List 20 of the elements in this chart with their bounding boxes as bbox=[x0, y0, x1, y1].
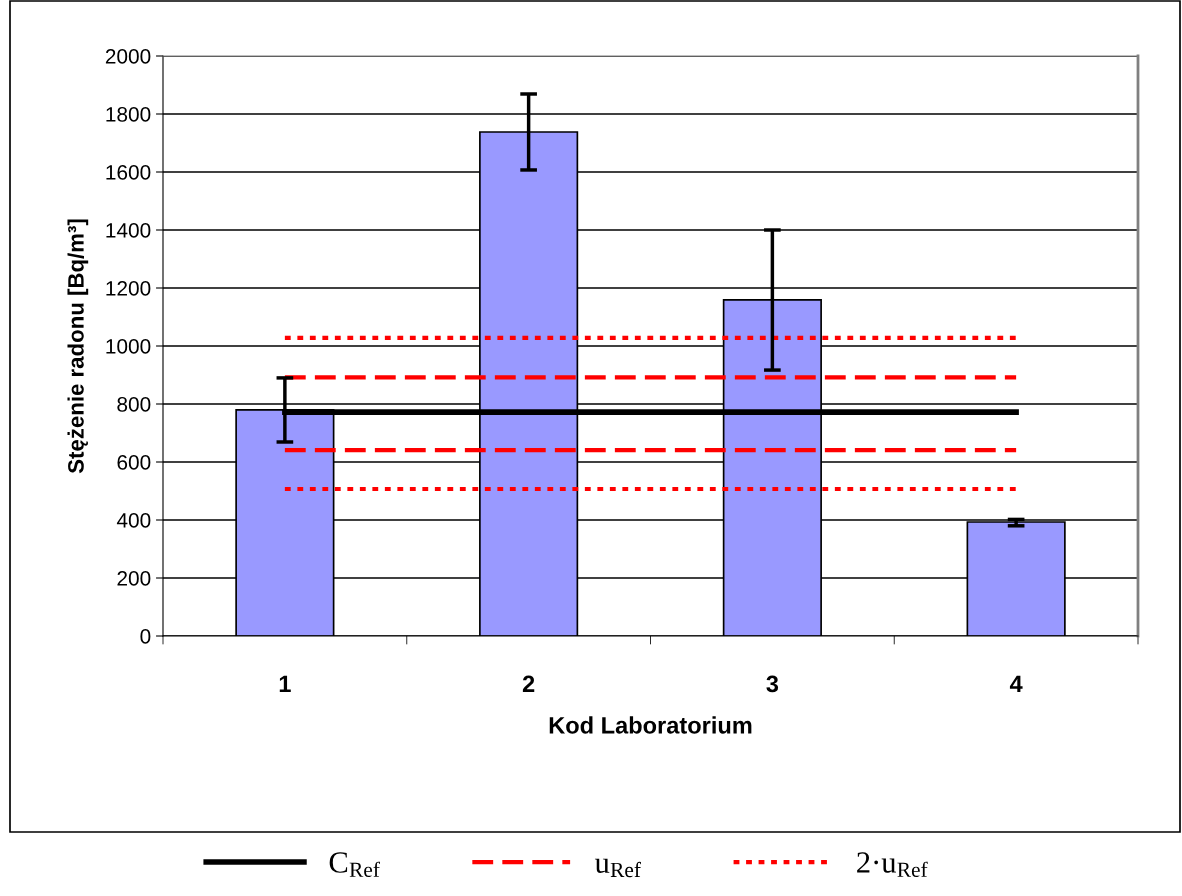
x-tick-label: 2 bbox=[522, 675, 535, 692]
y-axis-title: Stężenie radonu [Bq/m³] bbox=[67, 219, 89, 474]
x-tick-label: 3 bbox=[766, 675, 779, 693]
y-tick-label: 200 bbox=[117, 571, 151, 586]
y-tick-label: 0 bbox=[140, 629, 151, 644]
x-tick-label: 1 bbox=[279, 675, 291, 692]
y-tick-label: 1000 bbox=[106, 339, 151, 354]
legend-label: 2·u$_{Ref}$ bbox=[857, 852, 928, 877]
legend-label: C$_{Ref}$ bbox=[329, 852, 380, 877]
y-tick-label: 1200 bbox=[106, 281, 151, 296]
legend-label: u$_{Ref}$ bbox=[594, 858, 641, 878]
x-tick-label: 4 bbox=[1009, 675, 1023, 692]
y-tick-label: 1600 bbox=[106, 165, 151, 180]
y-tick-label: 600 bbox=[117, 455, 151, 470]
y-tick-label: 1400 bbox=[106, 223, 151, 238]
x-axis-title: Kod Laboratorium bbox=[549, 716, 752, 734]
y-tick-label: 2000 bbox=[105, 49, 151, 64]
y-tick-label: 800 bbox=[117, 397, 151, 412]
y-tick-label: 400 bbox=[116, 513, 151, 528]
y-tick-label: 1800 bbox=[106, 107, 151, 122]
